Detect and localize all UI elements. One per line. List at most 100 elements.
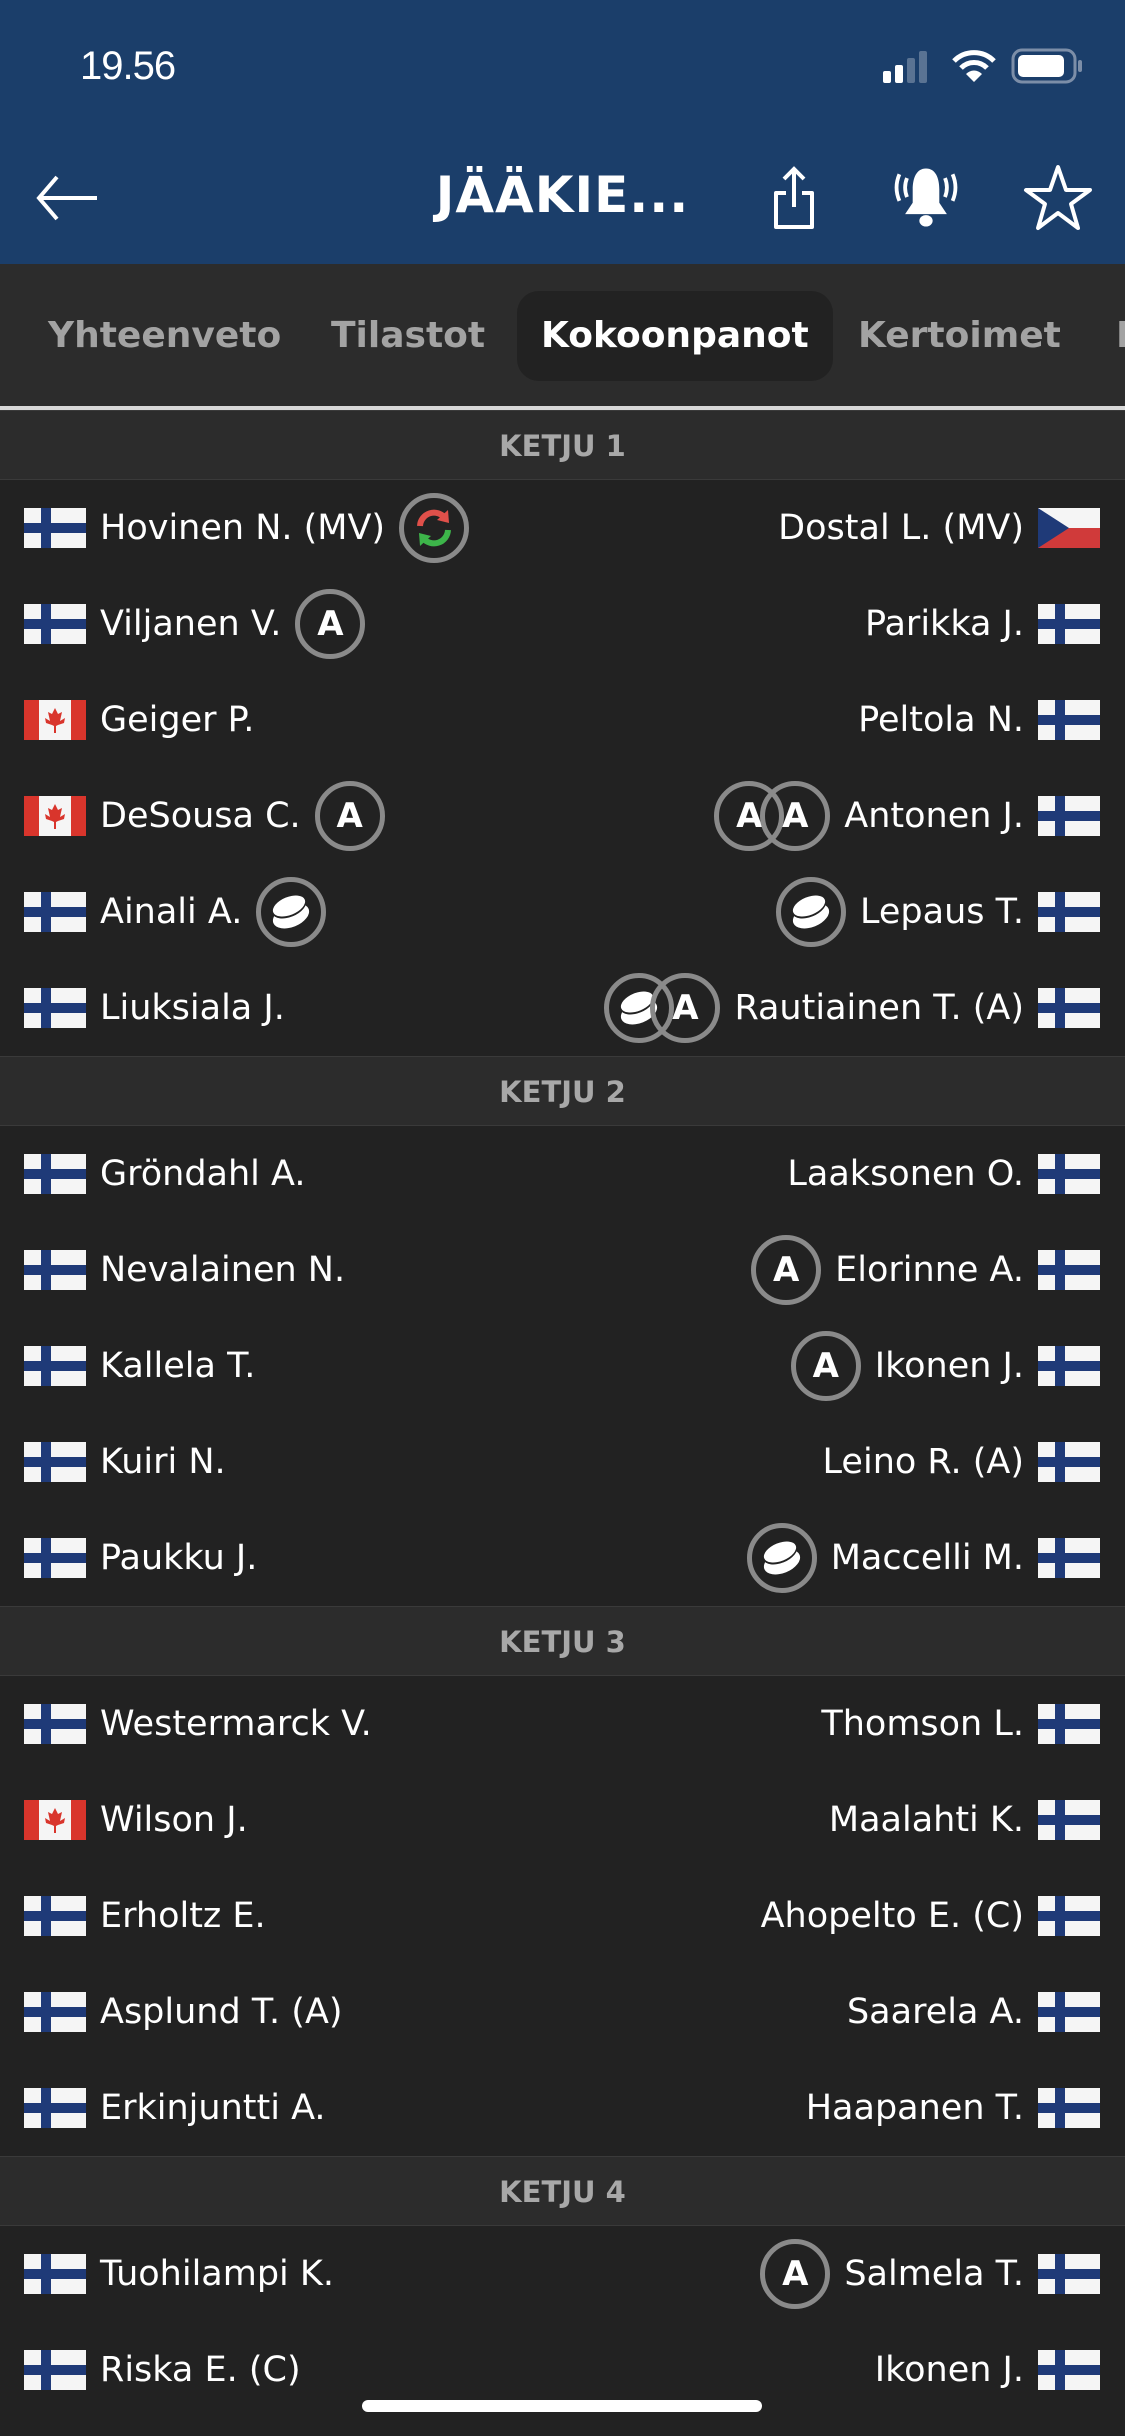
player-name: Riska E. (C) [100,2350,301,2390]
player-name: Erholtz E. [100,1896,266,1936]
left-player[interactable]: Viljanen V. A [24,576,366,672]
player-row: Nevalainen N. Elorinne A. A [0,1222,1125,1318]
left-player[interactable]: Liuksiala J. [24,960,285,1056]
tab-tilastot[interactable]: Tilastot [331,315,486,356]
home-indicator[interactable] [362,2400,762,2412]
left-player[interactable]: Paukku J. [24,1510,257,1606]
event-badges: A [790,1331,861,1401]
puck-goal-icon [776,877,847,947]
player-name: Viljanen V. [100,604,282,644]
battery-icon [1011,48,1082,84]
flag-fi-icon [24,1346,86,1386]
left-player[interactable]: Nevalainen N. [24,1222,345,1318]
player-name: Ahopelto E. (C) [760,1896,1024,1936]
right-player[interactable]: Salmela T. A [760,2226,1100,2322]
player-name: Ainali A. [100,892,243,932]
assist-badge-icon: A [295,589,366,659]
player-row: Riska E. (C) Ikonen J. [0,2322,1125,2418]
right-player[interactable]: Ahopelto E. (C) [761,1868,1100,1964]
right-player[interactable]: Haapanen T. [806,2060,1100,2156]
event-badges: A [751,1235,822,1305]
flag-fi-icon [1038,892,1100,932]
right-player[interactable]: Laaksonen O. [787,1126,1100,1222]
tab-yhteenveto[interactable]: Yhteenveto [48,315,282,356]
assist-badge-icon: A [650,973,721,1043]
right-player[interactable]: Ikonen J. [875,2322,1100,2418]
tab-bar: Yhteenveto Tilastot Kokoonpanot Kertoime… [0,264,1125,410]
assist-badge-icon: A [790,1331,861,1401]
player-name: Westermarck V. [100,1704,372,1744]
player-name: Kallela T. [100,1346,256,1386]
back-button[interactable] [30,160,106,236]
player-name: Laaksonen O. [787,1154,1024,1194]
tab-kertoimet[interactable]: Kertoimet [858,315,1061,356]
assist-badge-icon: A [760,781,831,851]
left-player[interactable]: Tuohilampi K. [24,2226,334,2322]
puck-goal-icon [256,877,327,947]
player-name: Erkinjuntti A. [100,2088,326,2128]
left-player[interactable]: Erholtz E. [24,1868,266,1964]
right-player[interactable]: Maccelli M. [746,1510,1100,1606]
tab-kokoonpanot[interactable]: Kokoonpanot [517,291,833,381]
right-player[interactable]: Leino R. (A) [823,1414,1100,1510]
left-player[interactable]: Ainali A. [24,864,327,960]
left-player[interactable]: Asplund T. (A) [24,1964,343,2060]
player-name: Tuohilampi K. [100,2254,334,2294]
flag-fi-icon [1038,1800,1100,1840]
right-player[interactable]: Maalahti K. [829,1772,1100,1868]
event-badges [399,493,470,563]
player-name: Kuiri N. [100,1442,226,1482]
flag-fi-icon [1038,2350,1100,2390]
left-player[interactable]: Hovinen N. (MV) [24,480,470,576]
player-name: Elorinne A. [835,1250,1024,1290]
right-player[interactable]: Ikonen J. A [790,1318,1100,1414]
player-row: Paukku J. Maccelli M. [0,1510,1125,1606]
flag-fi-icon [24,892,86,932]
line-header: KETJU 3 [0,1606,1125,1676]
left-player[interactable]: Wilson J. [24,1772,248,1868]
event-badges [776,877,847,947]
player-row: Ainali A. Lepaus T. [0,864,1125,960]
player-name: Saarela A. [846,1992,1024,2032]
flag-fi-icon [24,1442,86,1482]
player-row: Gröndahl A. Laaksonen O. [0,1126,1125,1222]
right-player[interactable]: Parikka J. [865,576,1100,672]
right-player[interactable]: Antonen J. A A [714,768,1100,864]
flag-cz-icon [1038,508,1100,548]
right-player[interactable]: Dostal L. (MV) [778,480,1100,576]
flag-fi-icon [1038,988,1100,1028]
right-player[interactable]: Saarela A. [847,1964,1100,2060]
favorite-button[interactable] [1020,160,1096,236]
left-player[interactable]: Kuiri N. [24,1414,226,1510]
notifications-button[interactable] [888,160,964,236]
right-player[interactable]: Lepaus T. [776,864,1100,960]
left-player[interactable]: Kallela T. [24,1318,255,1414]
left-player[interactable]: Erkinjuntti A. [24,2060,326,2156]
flag-fi-icon [24,2088,86,2128]
player-name: Geiger P. [100,700,255,740]
player-name: Salmela T. [844,2254,1024,2294]
right-player[interactable]: Thomson L. [821,1676,1100,1772]
player-name: Lepaus T. [860,892,1024,932]
right-player[interactable]: Rautiainen T. (A) A [604,960,1100,1056]
player-row: Kallela T. Ikonen J. A [0,1318,1125,1414]
right-player[interactable]: Elorinne A. A [751,1222,1100,1318]
right-player[interactable]: Peltola N. [858,672,1100,768]
player-name: Paukku J. [100,1538,258,1578]
left-player[interactable]: DeSousa C. A [24,768,385,864]
player-row: Geiger P. Peltola N. [0,672,1125,768]
event-badges: A [604,973,721,1043]
left-player[interactable]: Westermarck V. [24,1676,372,1772]
tab-next-partial[interactable]: K [1092,291,1125,381]
status-icons [881,48,1085,84]
left-player[interactable]: Gröndahl A. [24,1126,306,1222]
player-name: Antonen J. [844,796,1024,836]
left-player[interactable]: Geiger P. [24,672,254,768]
left-player[interactable]: Riska E. (C) [24,2322,301,2418]
player-name: Thomson L. [821,1704,1024,1744]
player-name: Liuksiala J. [100,988,285,1028]
star-icon [1024,165,1092,230]
assist-badge-icon: A [751,1235,822,1305]
share-button[interactable] [756,160,832,236]
flag-fi-icon [1038,1992,1100,2032]
